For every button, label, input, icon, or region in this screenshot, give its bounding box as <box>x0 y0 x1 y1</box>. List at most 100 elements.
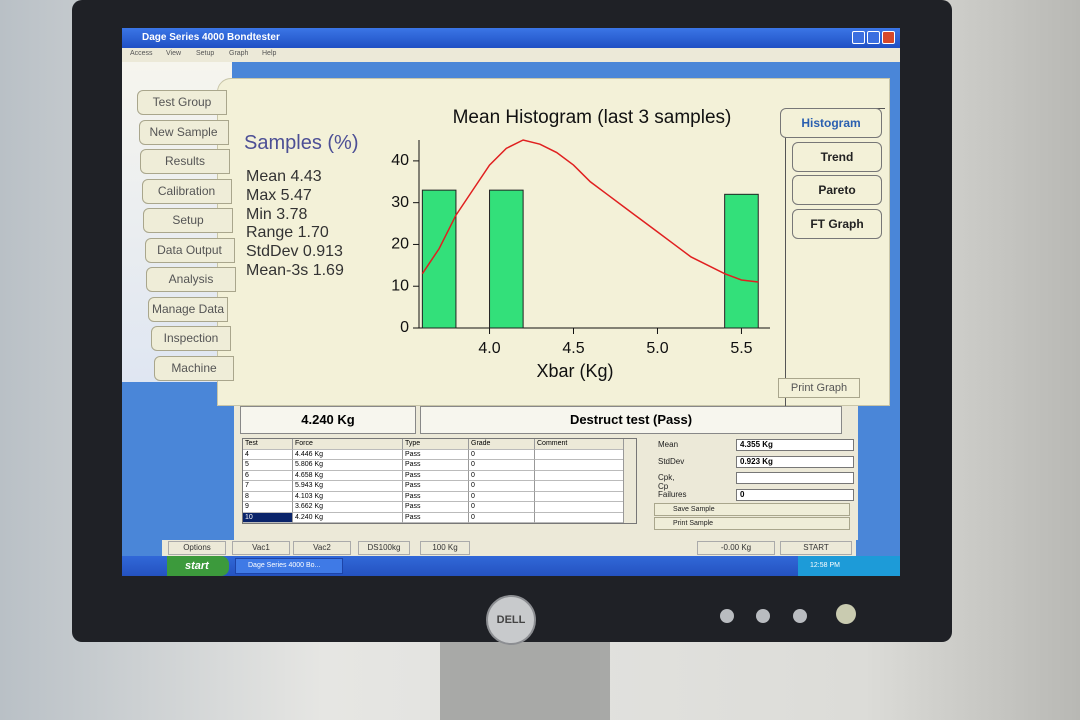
maximize-button[interactable] <box>867 31 880 44</box>
table-cell: 0 <box>469 512 535 523</box>
status-item[interactable]: Options <box>168 541 226 555</box>
y-tick-label: 30 <box>391 194 409 211</box>
table-cell: 10 <box>243 512 293 523</box>
column-header: Grade <box>469 439 535 450</box>
status-item[interactable]: START <box>780 541 852 555</box>
table-cell: 4.446 Kg <box>293 449 403 460</box>
graph-tab[interactable]: Histogram <box>780 108 882 138</box>
table-cell: 0 <box>469 449 535 460</box>
status-display: Destruct test (Pass) <box>420 406 842 434</box>
status-item: Vac1 <box>232 541 290 555</box>
column-header: Force <box>293 439 403 450</box>
nav-button[interactable]: Inspection <box>151 326 231 351</box>
x-tick-label: 5.0 <box>646 340 668 357</box>
print-graph-button[interactable]: Print Graph <box>778 378 860 398</box>
table-cell: 4.103 Kg <box>293 491 403 502</box>
table-cell: 0 <box>469 491 535 502</box>
table-cell: 4.658 Kg <box>293 470 403 481</box>
monitor-stand <box>440 630 610 720</box>
table-cell <box>535 491 635 502</box>
table-cell: Pass <box>403 460 469 471</box>
stat-line: StdDev 0.913 <box>246 243 343 261</box>
status-item: -0.00 Kg <box>697 541 775 555</box>
nav-button[interactable]: Data Output <box>144 237 235 263</box>
x-tick-label: 4.0 <box>478 340 500 357</box>
summary-button[interactable]: Save Sample <box>654 503 850 516</box>
nav-button[interactable]: Machine <box>154 355 234 381</box>
graph-tab[interactable]: FT Graph <box>792 208 882 239</box>
menu-item[interactable]: Access <box>130 50 153 57</box>
table-cell <box>535 460 635 471</box>
emergency-icon[interactable] <box>494 540 510 556</box>
stats-list: Mean 4.43 Max 5.47 Min 3.78 Range 1.70 StdDe… <box>246 168 386 288</box>
menu-item[interactable]: View <box>166 50 182 57</box>
chart-title: Mean Histogram (last 3 samples) <box>453 107 732 128</box>
title-bar: Dage Series 4000 Bondtester <box>122 28 900 48</box>
taskbar: start Dage Series 4000 Bo... 12:58 PM <box>122 556 900 576</box>
table-cell <box>535 481 635 492</box>
start-button[interactable]: start <box>167 556 229 576</box>
monitor-button[interactable] <box>720 609 734 623</box>
nav-button[interactable]: Calibration <box>141 178 232 204</box>
graph-tab[interactable]: Trend <box>792 141 882 172</box>
monitor-button[interactable] <box>793 609 807 623</box>
column-header: Test <box>243 439 293 450</box>
x-axis-label: Xbar (Kg) <box>536 361 613 381</box>
histogram-bar <box>724 193 759 329</box>
table-cell: Pass <box>403 491 469 502</box>
stat-line: Mean 4.43 <box>246 168 322 185</box>
clock: 12:58 PM <box>798 556 900 576</box>
y-tick-label: 0 <box>400 319 409 336</box>
screen: Dage Series 4000 Bondtester Access View Se… <box>122 28 900 576</box>
menu-item[interactable]: Help <box>262 50 277 57</box>
summary-label: Mean <box>658 440 679 449</box>
table-cell: 6 <box>243 470 293 481</box>
graph-tab[interactable]: Pareto <box>792 175 882 205</box>
table-cell: 4 <box>243 449 293 460</box>
table-cell <box>535 449 635 460</box>
table-cell: 3.662 Kg <box>293 502 403 513</box>
nav-button[interactable]: Test Group <box>137 90 227 115</box>
monitor-button[interactable] <box>756 609 770 623</box>
table-cell: 7 <box>243 481 293 492</box>
table-cell: Pass <box>403 512 469 523</box>
menu-item[interactable]: Graph <box>229 50 249 57</box>
table-cell <box>535 470 635 481</box>
y-tick-label: 10 <box>391 277 409 294</box>
table-cell: Pass <box>403 502 469 513</box>
histogram-bar <box>421 189 457 329</box>
status-item: DS100kg <box>358 541 410 555</box>
results-table: Test Force Type Grade Comment 4 4.446 Kg Pass 0 5… <box>242 438 637 524</box>
summary-label: StdDev <box>658 456 685 466</box>
summary-button[interactable]: Print Sample <box>654 517 850 530</box>
table-cell: 8 <box>243 491 293 502</box>
table-cell: Pass <box>403 470 469 481</box>
nav-button[interactable]: Results <box>140 149 230 174</box>
power-button[interactable] <box>836 604 856 624</box>
table-cell: Pass <box>403 449 469 460</box>
summary-value: 0 <box>736 488 854 501</box>
stat-line: Range 1.70 <box>246 224 329 242</box>
table-cell <box>535 502 635 513</box>
taskbar-window[interactable]: Dage Series 4000 Bo... <box>235 558 343 574</box>
table-cell: 9 <box>243 502 293 513</box>
window-title: Dage Series 4000 Bondtester <box>142 32 280 43</box>
summary-label: Cpk, Cp <box>658 473 675 491</box>
status-item: Vac2 <box>293 541 351 555</box>
nav-button[interactable]: Analysis <box>146 267 236 292</box>
fit-curve <box>421 139 759 283</box>
column-header: Comment <box>535 439 635 450</box>
close-button[interactable] <box>882 31 895 44</box>
status-item: 100 Kg <box>420 541 470 555</box>
table-cell: Pass <box>403 481 469 492</box>
nav-button[interactable]: Manage Data <box>148 296 228 322</box>
scrollbar[interactable] <box>623 439 636 523</box>
summary-value <box>736 472 854 484</box>
nav-button[interactable]: Setup <box>143 208 233 233</box>
stat-line: Max 5.47 <box>246 186 312 204</box>
main-panel <box>217 78 890 406</box>
menu-item[interactable]: Setup <box>196 50 215 57</box>
table-cell: 5.806 Kg <box>293 460 403 471</box>
minimize-button[interactable] <box>852 31 865 44</box>
nav-button[interactable]: New Sample <box>138 119 229 145</box>
